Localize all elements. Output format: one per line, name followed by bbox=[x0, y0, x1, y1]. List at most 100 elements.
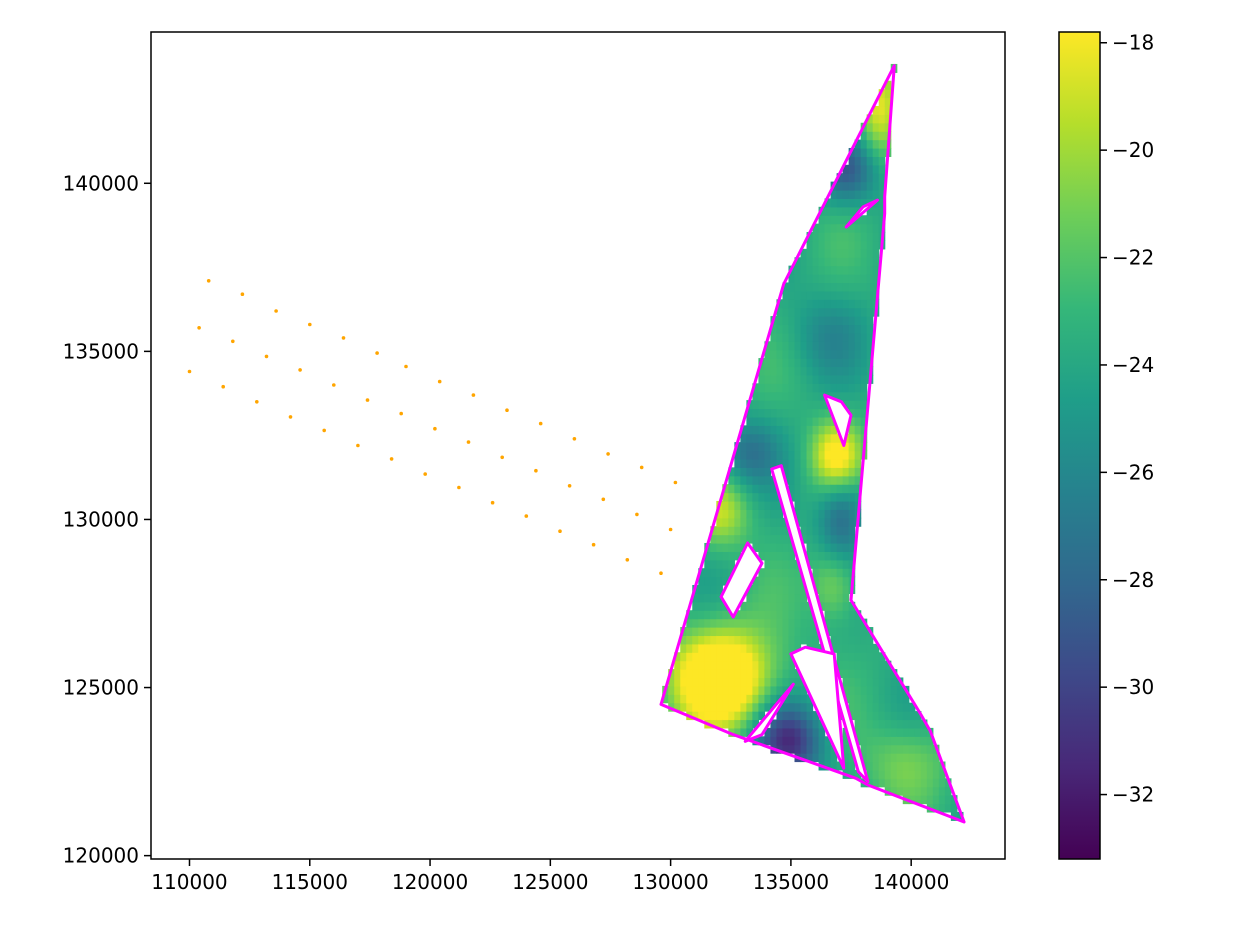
heatmap-cell bbox=[704, 694, 711, 704]
heatmap-cell bbox=[848, 458, 856, 468]
heatmap-cell bbox=[782, 341, 790, 351]
heatmap-cell bbox=[686, 677, 693, 687]
heatmap-cell bbox=[764, 374, 772, 384]
heatmap-cell bbox=[854, 484, 862, 494]
heatmap-cell bbox=[794, 290, 802, 300]
heatmap-cell bbox=[782, 442, 790, 452]
heatmap-cell bbox=[824, 492, 832, 502]
heatmap-cell bbox=[842, 391, 850, 401]
heatmap-cell bbox=[800, 299, 808, 309]
heatmap-cell bbox=[854, 416, 862, 426]
heatmap-cell bbox=[854, 643, 862, 653]
heatmap-cell bbox=[842, 534, 850, 544]
heatmap-cell bbox=[746, 593, 753, 603]
heatmap-cell bbox=[800, 635, 808, 645]
heatmap-cell bbox=[812, 341, 820, 351]
heatmap-cell bbox=[842, 652, 850, 662]
heatmap-cell bbox=[830, 215, 838, 225]
heatmap-cell bbox=[830, 282, 838, 292]
heatmap-cell bbox=[824, 601, 832, 611]
heatmap-cell bbox=[824, 282, 832, 292]
heatmap-cell bbox=[884, 97, 892, 107]
heatmap-cell bbox=[842, 685, 850, 695]
heatmap-cell bbox=[890, 727, 898, 737]
heatmap-cell bbox=[758, 526, 766, 536]
heatmap-cell bbox=[788, 299, 796, 309]
heatmap-cell bbox=[722, 534, 729, 544]
heatmap-cell bbox=[818, 484, 826, 494]
heatmap-cell bbox=[842, 341, 850, 351]
heatmap-cell bbox=[746, 509, 753, 519]
heatmap-cell bbox=[854, 349, 862, 359]
heatmap-cell bbox=[896, 744, 904, 754]
heatmap-cell bbox=[866, 190, 874, 199]
heatmap-cell bbox=[824, 585, 832, 595]
heatmap-cell bbox=[800, 719, 808, 729]
heatmap-cell bbox=[782, 711, 790, 721]
heatmap-cell bbox=[794, 484, 802, 494]
sample-point bbox=[668, 527, 673, 532]
heatmap-cell bbox=[758, 500, 766, 510]
heatmap-cell bbox=[854, 711, 862, 721]
heatmap-cell bbox=[764, 652, 772, 662]
heatmap-cell bbox=[722, 576, 729, 586]
heatmap-cell bbox=[818, 450, 826, 460]
heatmap-cell bbox=[764, 559, 772, 569]
heatmap-cell bbox=[776, 727, 784, 737]
heatmap-cell bbox=[842, 761, 850, 771]
heatmap-cell bbox=[914, 769, 922, 779]
heatmap-cell bbox=[710, 593, 717, 603]
sample-point bbox=[572, 437, 577, 441]
heatmap-cell bbox=[836, 290, 844, 300]
heatmap-cell bbox=[854, 702, 862, 712]
heatmap-cell bbox=[926, 769, 934, 779]
hole-boundary bbox=[719, 541, 764, 619]
heatmap-cell bbox=[716, 593, 723, 603]
heatmap-cell bbox=[806, 316, 814, 326]
heatmap-cell bbox=[818, 551, 826, 561]
heatmap-cell bbox=[728, 559, 735, 569]
heatmap-cell bbox=[722, 635, 729, 645]
heatmap-cell bbox=[848, 643, 856, 653]
heatmap-cell bbox=[776, 358, 784, 368]
heatmap-cell bbox=[764, 458, 772, 468]
heatmap-cell bbox=[938, 769, 946, 779]
heatmap-cell bbox=[788, 660, 796, 670]
x-tick-label: 110000 bbox=[151, 870, 227, 894]
heatmap-cell bbox=[758, 694, 766, 704]
heatmap-cell bbox=[824, 198, 832, 208]
heatmap-cell bbox=[884, 685, 892, 695]
heatmap-cell bbox=[854, 685, 862, 695]
heatmap-cell bbox=[812, 274, 820, 284]
heatmap-cell bbox=[848, 248, 856, 258]
heatmap-cell bbox=[776, 374, 784, 384]
heatmap-cell bbox=[908, 702, 916, 712]
heatmap-cell bbox=[752, 593, 760, 603]
heatmap-cell bbox=[932, 753, 940, 763]
heatmap-cell bbox=[818, 316, 826, 326]
heatmap-cell bbox=[830, 643, 838, 653]
heatmap-cell bbox=[848, 769, 856, 779]
heatmap-cell bbox=[830, 601, 838, 611]
heatmap-cell bbox=[860, 374, 868, 384]
heatmap-cell bbox=[836, 383, 844, 393]
heatmap-cell bbox=[794, 467, 802, 477]
heatmap-cell bbox=[818, 542, 826, 552]
heatmap-cell bbox=[782, 349, 790, 359]
heatmap-cell bbox=[800, 408, 808, 418]
sample-point bbox=[500, 455, 505, 460]
heatmap-cell bbox=[908, 769, 916, 779]
heatmap-cell bbox=[782, 416, 790, 426]
heatmap-cell bbox=[860, 274, 868, 284]
heatmap-cell bbox=[824, 736, 832, 746]
heatmap-cell bbox=[926, 761, 934, 771]
heatmap-cell bbox=[692, 702, 699, 712]
heatmap-cell bbox=[716, 618, 723, 628]
heatmap-cell bbox=[854, 669, 862, 679]
heatmap-cell bbox=[782, 719, 790, 729]
heatmap-cell bbox=[866, 769, 874, 779]
sample-point bbox=[332, 383, 336, 387]
heatmap-cell bbox=[740, 685, 747, 695]
heatmap-cell bbox=[878, 114, 886, 124]
heatmap-cell bbox=[812, 223, 820, 233]
